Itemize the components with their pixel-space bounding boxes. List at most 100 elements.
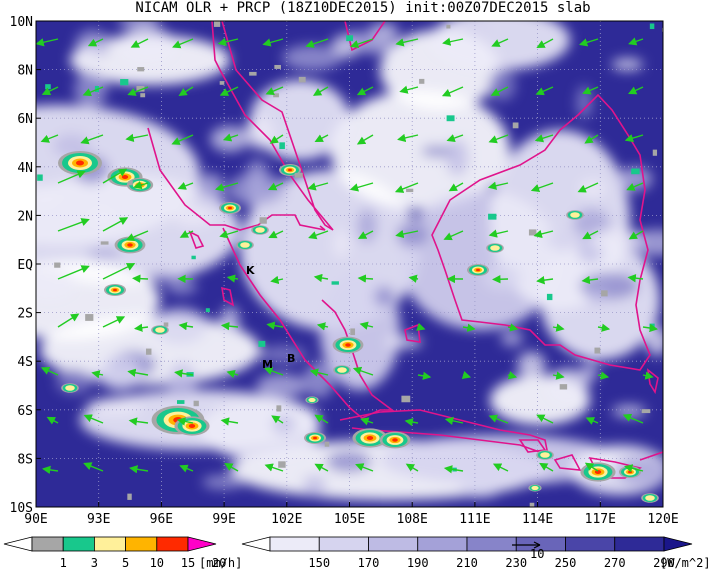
wind-vector <box>536 414 554 424</box>
wind-vector <box>314 463 329 472</box>
wind-vector <box>581 275 599 285</box>
wind-vector <box>584 134 599 144</box>
wind-vector <box>314 414 329 424</box>
wind-vector <box>448 182 464 192</box>
prcp-unit-label: [mm/h] <box>199 556 242 570</box>
cloud-patch <box>611 58 644 71</box>
wind-vector <box>350 38 374 49</box>
cloud-patch <box>88 207 115 229</box>
wind-vector <box>461 370 472 380</box>
cloud-patch <box>420 145 453 158</box>
cloud-patch <box>517 351 546 379</box>
wind-vector <box>578 38 599 47</box>
x-tick-label: 93E <box>87 512 110 527</box>
wind-vector <box>125 230 149 241</box>
cloud-patch <box>36 265 76 299</box>
wind-vector <box>395 38 419 47</box>
wind-vector <box>220 321 239 331</box>
cloud-patch <box>579 180 607 197</box>
precip-speck <box>512 122 519 129</box>
wind-vector <box>642 323 659 333</box>
coastline-malay-peninsula <box>147 127 326 231</box>
cloud-patch <box>282 44 342 71</box>
precip-cell <box>570 212 580 218</box>
cloud-patch <box>384 335 423 349</box>
precip-core <box>345 343 351 347</box>
precip-speck <box>85 314 94 321</box>
wind-vector <box>178 321 194 331</box>
wind-vector <box>628 37 644 46</box>
wind-vector <box>624 134 644 143</box>
wind-vector <box>262 38 284 47</box>
wind-vector <box>174 369 194 378</box>
cloud-patch <box>368 22 399 43</box>
wind-vector <box>360 417 374 426</box>
wind-vector <box>395 229 419 239</box>
wind-vector <box>269 134 284 144</box>
colorbar-swatch <box>565 536 616 552</box>
colorbar-label: 150 <box>308 556 330 570</box>
wind-vector <box>628 86 644 95</box>
wind-vector <box>224 463 239 472</box>
wind-vector <box>41 86 59 95</box>
precip-speck <box>140 93 146 98</box>
wind-vector <box>584 462 599 472</box>
wind-vector <box>57 265 90 280</box>
wind-vector <box>179 230 194 238</box>
vector-key: 10 <box>512 541 544 561</box>
wind-vector <box>552 323 565 332</box>
cloud-patch <box>99 354 141 392</box>
precip-cell <box>155 327 165 333</box>
wind-vector <box>217 37 239 46</box>
chart-title: NICAM OLR + PRCP (18Z10DEC2015) init:00Z… <box>135 0 591 16</box>
wind-vector <box>462 323 476 332</box>
coastline-bangka <box>404 323 421 343</box>
precip-core <box>366 436 374 440</box>
wind-vector <box>534 134 554 143</box>
wind-vector <box>577 182 599 193</box>
cloud-patch <box>74 71 107 108</box>
coastline-borneo <box>431 93 651 371</box>
y-tick-label: 4N <box>17 161 33 176</box>
y-tick-label: 6S <box>17 404 33 419</box>
x-tick-label: 99E <box>212 512 235 527</box>
colorbar-label: 210 <box>456 556 478 570</box>
colorbar-swatch <box>94 536 127 552</box>
wind-vector <box>132 274 149 283</box>
cloud-patch <box>325 450 372 473</box>
wind-vector <box>535 86 554 96</box>
wind-vector <box>416 322 426 331</box>
wind-vector <box>394 182 419 193</box>
precip-core <box>392 438 398 442</box>
wind-vector <box>446 134 464 143</box>
wind-vector <box>312 86 329 96</box>
colorbar-swatch-low <box>241 536 271 552</box>
colorbar-swatch <box>156 536 189 552</box>
y-tick-label: 10S <box>10 501 33 516</box>
wind-vector <box>219 86 239 96</box>
wind-vector <box>57 170 86 184</box>
wind-vector <box>357 230 374 239</box>
colorbar-label: 3 <box>91 556 98 570</box>
olr-unit-label: [W/m^2] <box>660 556 711 570</box>
marker-m: M <box>262 358 273 371</box>
colorbar-label: 10 <box>150 556 164 570</box>
cloud-patch <box>75 44 101 64</box>
precip-core <box>121 175 129 179</box>
cloud-patch <box>612 404 647 418</box>
precip-core <box>76 160 84 166</box>
x-tick-label: 90E <box>24 512 47 527</box>
wind-vector <box>539 462 554 472</box>
wind-vector <box>41 465 59 475</box>
cloud-patch <box>487 69 516 101</box>
precip-speck <box>54 262 61 268</box>
precip-speck <box>649 323 655 328</box>
wind-vectors <box>36 37 659 475</box>
wind-vector <box>626 182 644 191</box>
wind-vector <box>308 230 329 240</box>
cloud-patch <box>303 362 335 399</box>
wind-vector <box>313 273 329 283</box>
wind-vector <box>487 181 509 190</box>
wind-vector <box>172 38 194 49</box>
wind-vector <box>268 230 284 239</box>
